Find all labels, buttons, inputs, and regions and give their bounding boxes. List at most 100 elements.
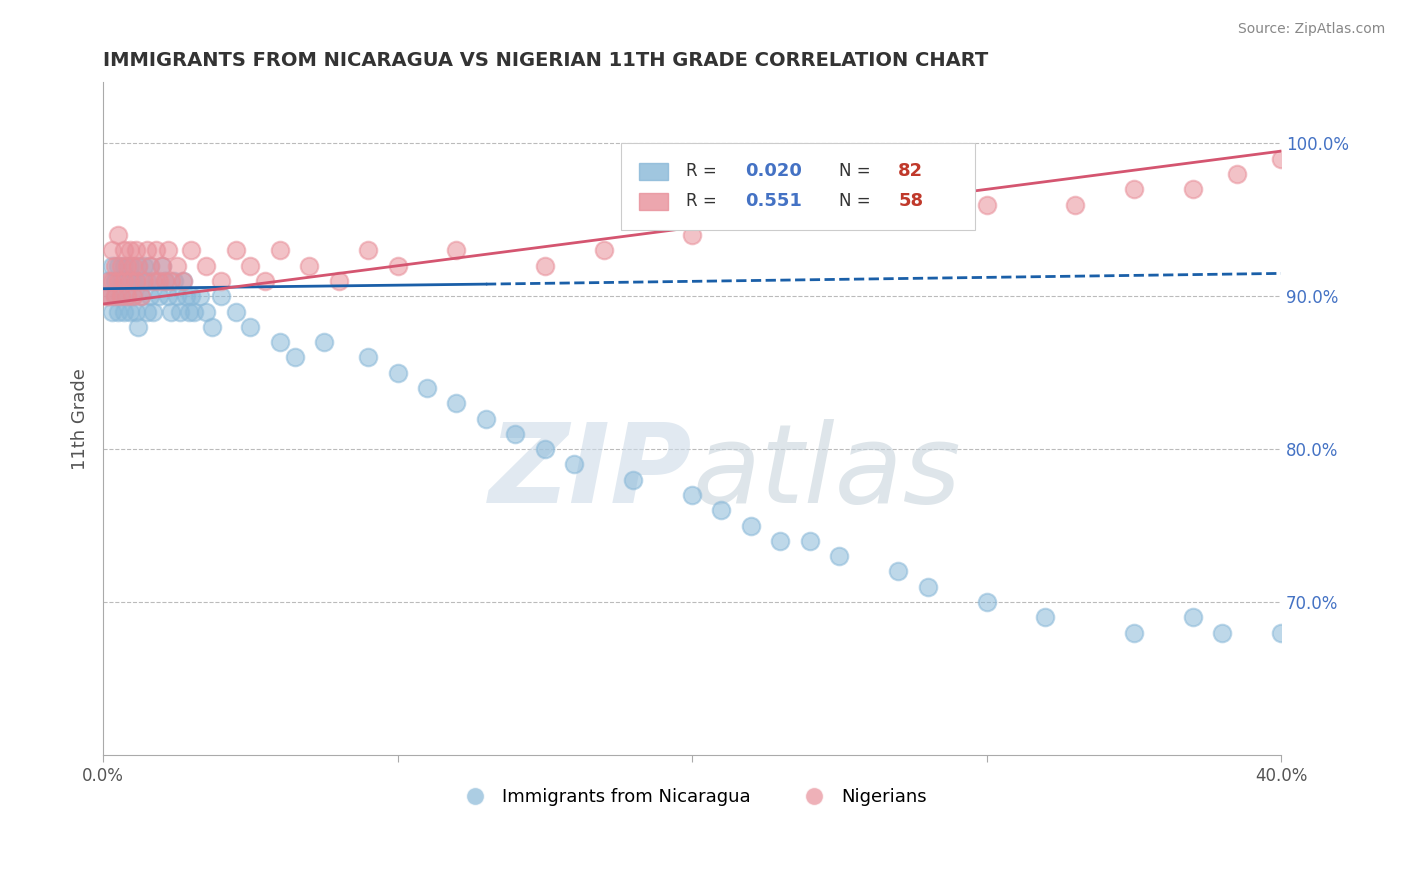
Point bbox=[976, 595, 998, 609]
Point bbox=[104, 289, 127, 303]
Point bbox=[446, 396, 468, 410]
Point bbox=[160, 304, 183, 318]
Point bbox=[118, 304, 141, 318]
Text: IMMIGRANTS FROM NICARAGUA VS NIGERIAN 11TH GRADE CORRELATION CHART: IMMIGRANTS FROM NICARAGUA VS NIGERIAN 11… bbox=[103, 51, 988, 70]
Point bbox=[104, 259, 127, 273]
Point bbox=[172, 274, 194, 288]
FancyBboxPatch shape bbox=[640, 194, 668, 211]
Point bbox=[107, 304, 129, 318]
Point bbox=[163, 274, 186, 288]
Point bbox=[112, 259, 135, 273]
Text: R =: R = bbox=[686, 193, 723, 211]
Point bbox=[710, 503, 733, 517]
Y-axis label: 11th Grade: 11th Grade bbox=[72, 368, 89, 469]
Point bbox=[115, 289, 138, 303]
Legend: Immigrants from Nicaragua, Nigerians: Immigrants from Nicaragua, Nigerians bbox=[450, 780, 934, 814]
Point bbox=[98, 274, 121, 288]
FancyBboxPatch shape bbox=[640, 163, 668, 180]
Point bbox=[681, 488, 703, 502]
Point bbox=[183, 304, 205, 318]
Point bbox=[254, 274, 277, 288]
Text: 82: 82 bbox=[898, 162, 924, 180]
Point bbox=[134, 259, 156, 273]
Point bbox=[505, 426, 527, 441]
Point bbox=[1270, 152, 1292, 166]
Point bbox=[174, 289, 197, 303]
Point bbox=[769, 533, 792, 548]
Point bbox=[740, 518, 762, 533]
Point bbox=[107, 228, 129, 243]
Point bbox=[1211, 625, 1233, 640]
Point bbox=[1388, 656, 1406, 670]
Point bbox=[153, 274, 176, 288]
Point bbox=[115, 289, 138, 303]
Point bbox=[121, 289, 143, 303]
Point bbox=[110, 259, 132, 273]
Text: N =: N = bbox=[839, 193, 876, 211]
Text: N =: N = bbox=[839, 162, 876, 180]
Point bbox=[166, 259, 188, 273]
Point bbox=[887, 565, 910, 579]
Point bbox=[115, 274, 138, 288]
Point bbox=[150, 259, 173, 273]
Point bbox=[188, 289, 211, 303]
Point bbox=[195, 304, 218, 318]
Point bbox=[283, 351, 305, 365]
Point bbox=[1329, 672, 1351, 686]
Point bbox=[201, 319, 224, 334]
Point bbox=[131, 289, 153, 303]
Point bbox=[98, 289, 121, 303]
Point bbox=[153, 274, 176, 288]
Point bbox=[225, 244, 247, 258]
Point bbox=[533, 442, 555, 457]
Point bbox=[828, 549, 851, 564]
Point bbox=[592, 244, 614, 258]
Point bbox=[1035, 610, 1057, 624]
Point bbox=[828, 213, 851, 227]
Point bbox=[112, 274, 135, 288]
Point bbox=[115, 259, 138, 273]
Point bbox=[112, 304, 135, 318]
Point bbox=[177, 304, 200, 318]
Point bbox=[225, 304, 247, 318]
Text: 0.551: 0.551 bbox=[745, 193, 801, 211]
Point bbox=[124, 274, 146, 288]
Point bbox=[101, 259, 124, 273]
Point bbox=[209, 289, 232, 303]
Text: 0.020: 0.020 bbox=[745, 162, 801, 180]
Point bbox=[357, 244, 380, 258]
Point bbox=[148, 274, 170, 288]
Point bbox=[131, 289, 153, 303]
Text: R =: R = bbox=[686, 162, 723, 180]
Point bbox=[107, 259, 129, 273]
Point bbox=[124, 274, 146, 288]
Point bbox=[110, 289, 132, 303]
Point bbox=[416, 381, 439, 395]
Point bbox=[239, 259, 262, 273]
Point bbox=[98, 289, 121, 303]
Point bbox=[1270, 625, 1292, 640]
Point bbox=[475, 411, 498, 425]
Point bbox=[1063, 197, 1085, 211]
Point bbox=[1226, 167, 1249, 181]
Point bbox=[121, 259, 143, 273]
Point bbox=[148, 289, 170, 303]
Point bbox=[269, 244, 291, 258]
Point bbox=[1181, 610, 1204, 624]
Point bbox=[328, 274, 350, 288]
Point bbox=[110, 289, 132, 303]
Point bbox=[1285, 640, 1308, 655]
Point bbox=[1181, 182, 1204, 196]
Point bbox=[139, 259, 162, 273]
Point bbox=[136, 304, 159, 318]
Point bbox=[118, 259, 141, 273]
Text: 58: 58 bbox=[898, 193, 924, 211]
Point bbox=[118, 244, 141, 258]
FancyBboxPatch shape bbox=[621, 143, 974, 230]
Point bbox=[1299, 656, 1322, 670]
Point bbox=[156, 289, 179, 303]
Text: atlas: atlas bbox=[692, 419, 960, 526]
Point bbox=[145, 244, 167, 258]
Point bbox=[101, 304, 124, 318]
Point bbox=[562, 458, 585, 472]
